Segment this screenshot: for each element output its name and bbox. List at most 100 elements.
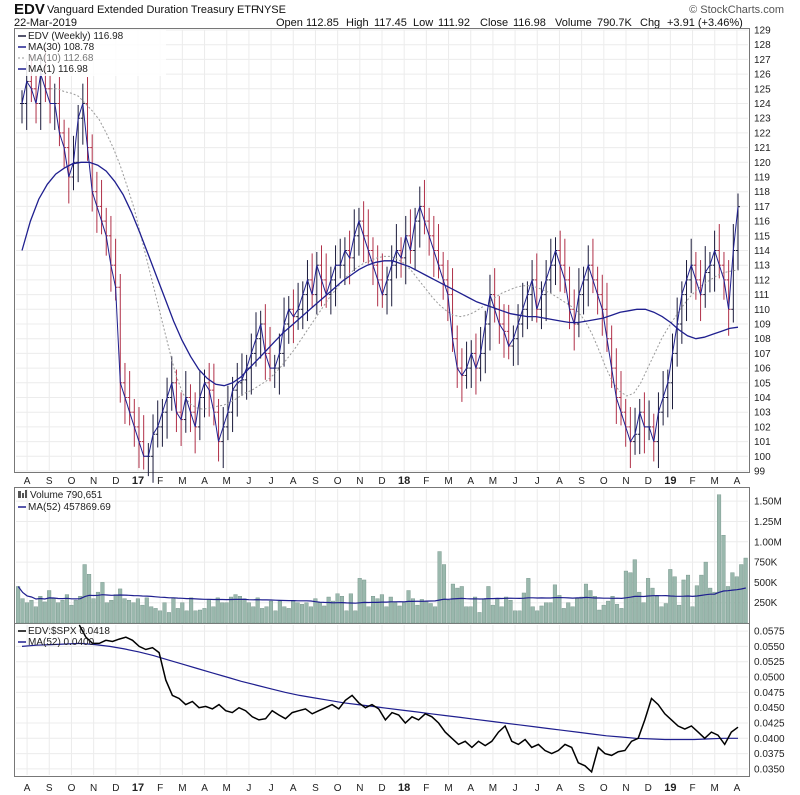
x-tick: J [269,476,274,487]
x-tick: M [711,476,719,487]
volume-bar [109,600,114,624]
price-y-tick: 114 [754,246,770,257]
ratio-y-tick: 0.0350 [754,764,785,775]
volume-bar [375,598,380,624]
volume-bar [42,601,47,624]
volume-bar [526,578,531,624]
volume-bar [246,602,251,624]
volume-bar [410,598,415,624]
volume-bar [428,603,433,624]
x-tick: D [378,783,385,794]
volume-bar [326,596,331,624]
price-y-tick: 122 [754,128,771,139]
x-tick: J [513,476,518,487]
x-tick: O [600,783,608,794]
chg-value: +3.91 (+3.46%) [667,17,743,29]
volume-bar [504,596,509,624]
volume-bar [659,606,664,624]
volume-ma-line [17,586,746,604]
x-tick: O [68,783,76,794]
volume-bar [677,604,682,624]
x-tick: N [622,476,629,487]
volume-bar [317,602,322,624]
volume-bar [295,602,300,624]
volume-bar [575,598,580,624]
volume-bar [251,606,256,624]
volume-bar [717,494,722,624]
x-tick: A [201,783,208,794]
volume-bar [237,596,242,624]
x-tick: M [444,783,452,794]
x-tick: 17 [132,782,144,794]
volume-bar [33,606,38,624]
volume-y-tick: 250K [754,598,778,609]
x-tick: S [578,783,585,794]
volume-bar [268,600,274,624]
legend-volume: Volume 790,651 [30,490,103,501]
volume-bar [366,606,371,624]
volume-bar [379,594,384,624]
volume-bar [344,610,349,624]
volume-label: Volume [555,17,592,29]
volume-bar [632,559,637,624]
price-y-tick: 116 [754,217,770,228]
volume-bar [171,598,176,624]
volume-bar [579,596,584,624]
volume-bar [335,593,340,624]
volume-bar [415,604,420,624]
ratio-y-tick: 0.0525 [754,657,785,668]
x-tick: F [689,783,695,794]
volume-y-tick: 1.25M [754,517,782,528]
volume-bar [566,602,571,624]
x-tick: A [734,476,741,487]
x-tick: 19 [664,782,676,794]
x-tick: A [290,783,297,794]
volume-bar [615,604,620,624]
volume-bar [606,600,611,624]
x-tick: 18 [398,782,410,794]
volume-bar [304,602,309,624]
volume-bar [521,592,526,624]
volume-value: 790.7K [597,17,633,29]
x-tick: O [334,783,342,794]
x-tick: M [178,476,186,487]
volume-bar [623,570,628,624]
volume-bar [122,598,127,624]
volume-bar [202,608,207,624]
volume-bar [215,597,220,624]
volume-y-tick: 1.00M [754,537,782,548]
volume-bar [264,606,269,624]
volume-bar [197,609,203,624]
volume-bar [694,585,699,624]
x-tick: M [489,783,497,794]
price-y-tick: 121 [754,143,771,154]
volume-bar [508,600,513,624]
price-y-tick: 129 [754,26,771,37]
price-y-tick: 123 [754,114,771,125]
date: 22-Mar-2019 [14,17,77,29]
security-name: Vanguard Extended Duration Treasury ETF [47,4,258,16]
volume-bar [211,606,216,624]
volume-bar [464,606,469,624]
volume-bar [206,599,211,624]
volume-bar [189,597,194,624]
low-label: Low [413,17,433,29]
volume-bar [433,606,438,624]
x-tick: F [689,476,695,487]
ratio-y-tick: 0.0500 [754,673,785,684]
volume-bar [339,596,344,624]
copyright: © StockCharts.com [689,4,784,16]
x-tick: A [467,476,474,487]
price-y-tick: 106 [754,364,771,375]
volume-bar [486,586,491,624]
x-tick: N [90,783,97,794]
volume-bar [734,576,739,624]
volume-bar [100,582,105,624]
volume-bar [552,584,557,624]
volume-bar [419,599,424,624]
volume-bar [402,602,407,624]
x-tick: M [223,476,231,487]
x-tick: A [734,783,741,794]
volume-bar [255,597,260,624]
price-y-tick: 109 [754,320,771,331]
